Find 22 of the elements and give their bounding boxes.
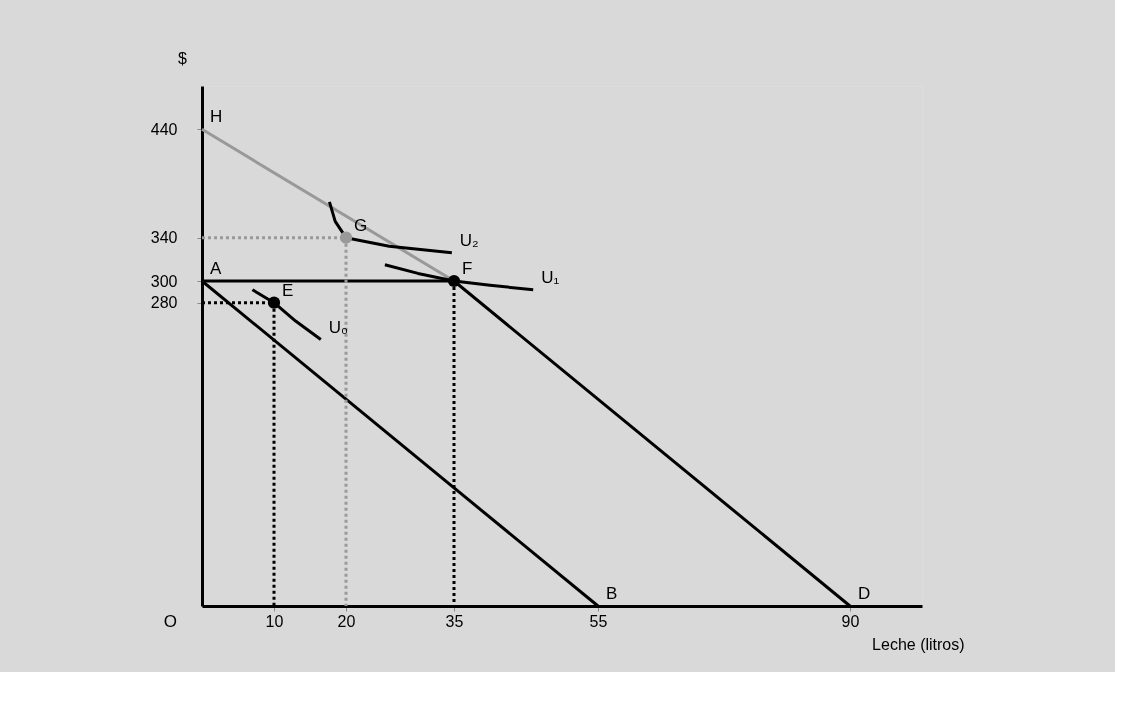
- y-tick-label: 440: [150, 120, 178, 138]
- x-axis-title: Leche (litros): [872, 635, 965, 653]
- annotation: G: [354, 215, 368, 235]
- x-tick-label: 55: [589, 612, 608, 630]
- annotation: U₀: [328, 317, 349, 337]
- annotation: F: [462, 259, 473, 278]
- text: O: [163, 612, 177, 631]
- annotation: U₂: [459, 230, 479, 250]
- x-tick-label: 90: [841, 612, 860, 630]
- x-tick-label: 35: [445, 612, 464, 630]
- annotation: A: [210, 259, 222, 278]
- y-axis-title: $: [178, 49, 188, 67]
- annotation: B: [606, 584, 618, 603]
- annotation: H: [210, 107, 223, 127]
- y-tick-label: 280: [150, 294, 178, 312]
- annotation: E: [282, 280, 294, 300]
- y-tick-label: 300: [150, 272, 178, 290]
- x-tick-label: 10: [265, 612, 284, 630]
- x-tick-label: 20: [337, 612, 356, 630]
- annotation: D: [858, 584, 871, 603]
- y-tick-label: 340: [150, 229, 178, 247]
- annotation: U₁: [541, 267, 560, 287]
